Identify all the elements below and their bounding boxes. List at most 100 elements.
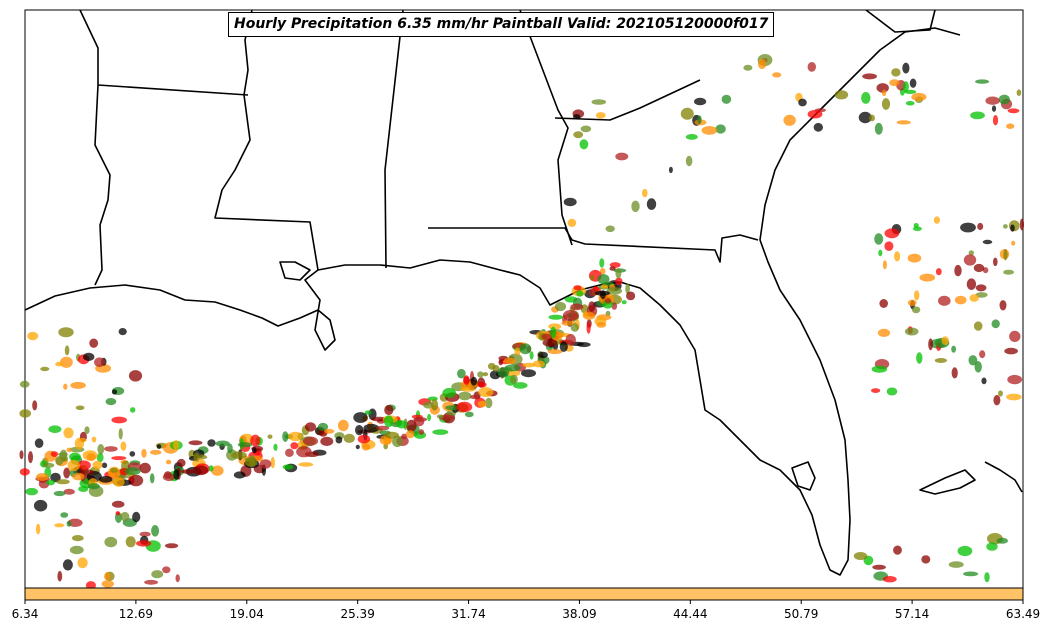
precip-blob <box>550 326 557 339</box>
precip-blob <box>1006 123 1015 129</box>
precip-blob <box>807 62 816 72</box>
precip-blob <box>668 166 673 174</box>
precip-blob <box>514 347 521 356</box>
precip-blob <box>58 327 74 338</box>
precip-blob <box>916 352 923 364</box>
precip-blob <box>64 345 70 356</box>
precip-blob <box>1009 330 1021 342</box>
precip-blob <box>141 448 147 458</box>
precip-blob <box>680 107 694 120</box>
precip-blob <box>1007 108 1020 114</box>
precip-blob <box>120 441 127 451</box>
precip-blob <box>149 473 155 484</box>
precip-blob <box>562 310 579 321</box>
precip-blob <box>67 459 80 472</box>
precip-blob <box>570 323 579 332</box>
precip-blob <box>783 114 796 126</box>
precip-blob <box>599 258 605 268</box>
precip-blob <box>975 292 988 298</box>
precip-blob <box>1011 240 1016 246</box>
precip-blob <box>173 469 180 480</box>
precip-blob <box>951 345 956 353</box>
precip-blob <box>19 380 30 388</box>
precip-blob <box>353 412 368 423</box>
precip-blob <box>63 383 68 390</box>
state-border-line <box>214 9 319 271</box>
precip-blob <box>477 400 487 408</box>
precip-blob <box>67 518 83 527</box>
precip-blob <box>611 302 618 310</box>
colorbar-tick-label: 6.34 <box>11 607 39 621</box>
map-boundaries <box>24 9 1023 576</box>
precip-blob <box>715 124 726 134</box>
precip-blob <box>582 312 596 320</box>
precip-blob <box>919 273 936 282</box>
precip-blob <box>600 290 606 300</box>
precip-blob <box>519 343 532 355</box>
precip-blob <box>798 98 807 107</box>
precip-blob <box>75 405 85 411</box>
precip-blob <box>188 440 203 446</box>
map-frame <box>24 9 1024 589</box>
precip-blob <box>470 376 478 386</box>
precip-blob <box>506 370 521 377</box>
precip-blob <box>215 440 230 447</box>
precip-blob <box>165 459 172 465</box>
precip-blob <box>355 444 360 450</box>
coastline <box>984 461 1023 493</box>
precip-blob <box>904 327 919 336</box>
precip-blob <box>478 387 494 398</box>
precip-blob <box>259 459 272 469</box>
precip-blob <box>975 79 990 84</box>
state-border-line <box>384 9 404 269</box>
precip-blob <box>1003 224 1008 229</box>
colorbar-tick-label: 12.69 <box>118 607 154 621</box>
precip-blob <box>129 451 136 457</box>
precip-blob <box>909 78 917 88</box>
precip-blob <box>78 486 89 492</box>
colorbar-tick-label: 50.79 <box>784 607 819 621</box>
precip-blob <box>231 451 247 460</box>
precip-blob <box>954 295 967 305</box>
precip-blob <box>25 487 38 496</box>
precip-blob <box>55 361 63 367</box>
precip-blob <box>861 92 871 104</box>
precip-blob <box>879 299 888 308</box>
precip-blob <box>567 218 577 227</box>
precip-blob <box>36 473 49 481</box>
precip-blob <box>33 499 48 512</box>
precip-blob <box>498 359 503 366</box>
precip-blob <box>110 467 118 473</box>
precip-blob <box>83 352 95 361</box>
precip-blob <box>626 291 636 301</box>
precip-blob <box>485 397 493 409</box>
precip-blob <box>573 285 582 291</box>
precip-blob <box>211 465 224 476</box>
precip-blob <box>889 79 900 87</box>
precip-blob <box>111 416 127 424</box>
precip-blob <box>579 139 589 150</box>
precip-blob <box>642 188 648 198</box>
precip-blob <box>973 263 985 273</box>
precip-blob <box>458 391 472 401</box>
precip-blob <box>877 328 891 337</box>
precip-blob <box>343 433 355 443</box>
precip-blob <box>66 447 72 453</box>
precip-blob <box>907 299 917 306</box>
precip-blob <box>599 268 606 275</box>
precip-blob <box>361 443 371 451</box>
precip-blob <box>86 453 96 462</box>
precip-blob <box>50 472 61 483</box>
precip-blob <box>606 287 623 295</box>
precip-blob <box>43 462 55 468</box>
precip-blob <box>384 415 394 428</box>
precip-paintball-layer <box>19 54 1024 590</box>
precip-blob <box>513 382 528 389</box>
precip-blob <box>605 225 615 233</box>
precip-blob <box>1010 224 1015 232</box>
precip-blob <box>77 460 91 471</box>
precip-blob <box>998 390 1003 397</box>
precip-blob <box>532 360 546 368</box>
precip-blob <box>48 425 62 434</box>
